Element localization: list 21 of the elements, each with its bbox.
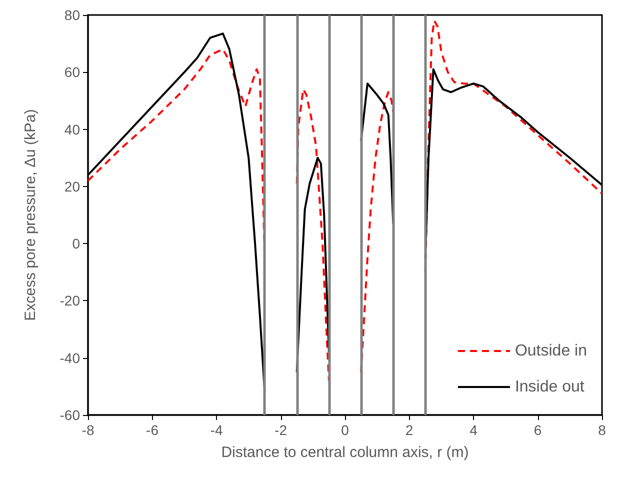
legend-label: Outside in — [514, 342, 588, 360]
y-tick-label: -60 — [60, 407, 80, 423]
legend-label: Inside out — [514, 378, 585, 396]
y-tick-label: -40 — [60, 350, 80, 366]
y-tick-label: 80 — [64, 7, 80, 23]
x-tick-label: -2 — [274, 422, 288, 438]
x-tick-label: -8 — [82, 422, 94, 438]
y-tick-label: 40 — [64, 121, 80, 138]
x-tick-label: 4 — [470, 422, 478, 438]
y-tick-label: 60 — [64, 64, 80, 80]
x-tick-label: 0 — [341, 422, 350, 438]
y-axis-title: Excess pore pressure, Δu (kPa) — [22, 109, 39, 321]
x-tick-label: -6 — [146, 422, 159, 438]
x-axis-title: Distance to central column axis, r (m) — [221, 444, 469, 461]
y-tick-label: -20 — [60, 292, 80, 309]
x-tick-label: 6 — [534, 422, 542, 438]
x-tick-label: -4 — [210, 422, 223, 438]
y-tick-label: 20 — [64, 178, 80, 194]
x-tick-label: 8 — [598, 422, 606, 438]
y-tick-label: 0 — [72, 236, 80, 252]
x-tick-label: 2 — [405, 422, 414, 438]
